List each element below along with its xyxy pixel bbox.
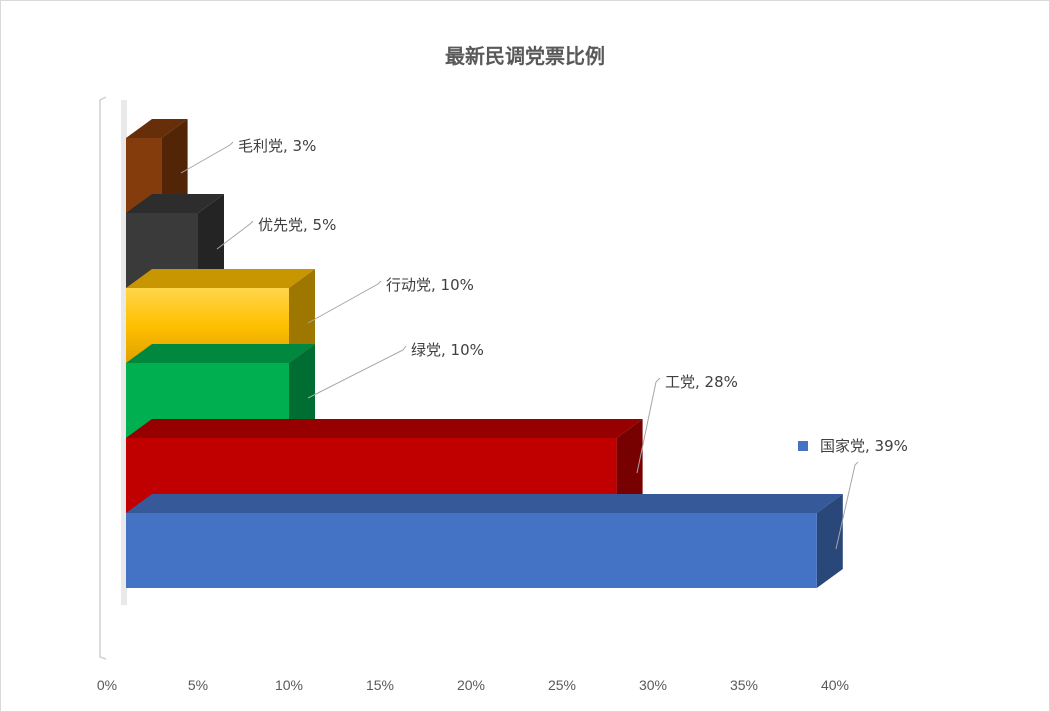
bar-top-绿党 [126, 344, 315, 363]
bar-side-绿党 [289, 344, 315, 438]
leader-line [307, 280, 382, 324]
legend-key [798, 441, 808, 451]
bar-top-工党 [126, 419, 643, 438]
bar-top-国家党 [126, 494, 843, 513]
x-tick-label: 35% [730, 677, 758, 693]
x-tick-label: 25% [548, 677, 576, 693]
x-tick-label: 20% [457, 677, 485, 693]
x-tick-label: 30% [639, 677, 667, 693]
leader-line [636, 377, 661, 474]
leader-line [180, 141, 234, 174]
bar-top-优先党 [126, 194, 224, 213]
data-label: 国家党, 39% [820, 437, 908, 455]
leader-line [835, 461, 859, 550]
bar-side-工党 [616, 419, 643, 513]
x-tick-label: 10% [275, 677, 303, 693]
x-tick-label: 15% [366, 677, 394, 693]
bar-side-毛利党 [161, 119, 188, 213]
x-tick-label: 0% [97, 677, 117, 693]
chart-title: 最新民调党票比例 [445, 44, 605, 68]
bar-top-毛利党 [126, 119, 188, 138]
x-tick-label: 5% [188, 677, 208, 693]
leader-line [216, 220, 254, 250]
x-tick-label: 40% [821, 677, 849, 693]
data-label: 优先党, 5% [258, 216, 336, 234]
data-label: 工党, 28% [665, 373, 738, 391]
leader-line [307, 345, 407, 399]
bar-shadow [121, 100, 127, 605]
y-axis-wall [99, 96, 107, 660]
bar-side-国家党 [816, 494, 843, 588]
data-label: 绿党, 10% [411, 341, 484, 359]
bar-side-优先党 [198, 194, 224, 288]
data-label: 行动党, 10% [386, 276, 474, 294]
bar-top-行动党 [126, 269, 315, 288]
data-label: 毛利党, 3% [238, 137, 316, 155]
bar-国家党 [126, 513, 817, 588]
bar-side-行动党 [289, 269, 315, 363]
